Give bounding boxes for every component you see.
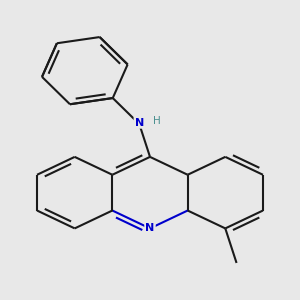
Text: N: N [146, 224, 154, 233]
Text: N: N [135, 118, 144, 128]
Text: H: H [153, 116, 161, 127]
